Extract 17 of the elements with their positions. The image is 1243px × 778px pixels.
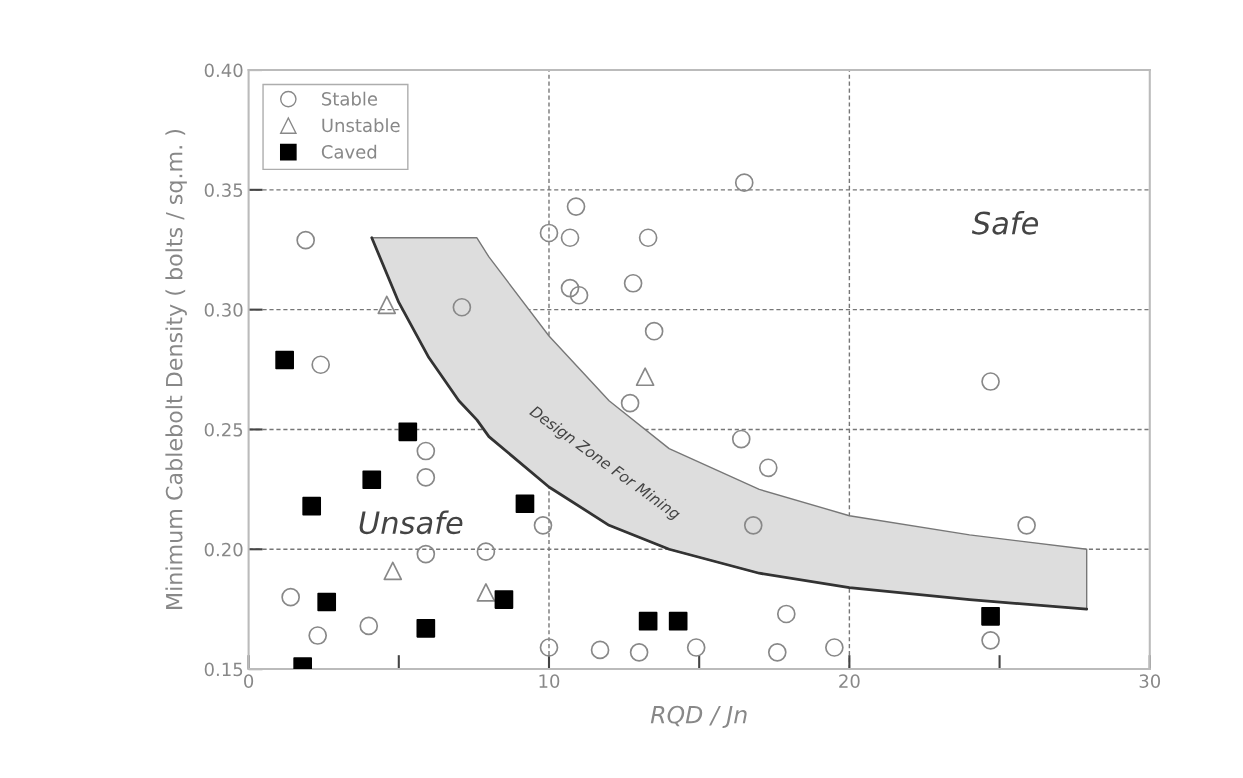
legend-label: Unstable <box>322 118 400 133</box>
legend-label: Caved <box>321 144 377 159</box>
y-tick-label: 0.25 <box>204 422 243 437</box>
x-tick-label: 10 <box>539 674 560 688</box>
y-tick-label: 0.35 <box>204 183 243 197</box>
x-tick-label: 20 <box>839 674 860 688</box>
y-tick-label: 0.20 <box>204 542 243 557</box>
y-tick-label: 0.40 <box>204 63 243 78</box>
annotation: Unsafe <box>359 510 463 535</box>
x-axis-title: RQD / Jn <box>650 705 747 728</box>
x-tick-label: 30 <box>1139 674 1161 688</box>
y-tick-label: 0.15 <box>204 662 243 677</box>
y-axis-title: Minimum Cablebolt Density ( bolts / sq.m. ) <box>165 129 187 609</box>
annotation: Safe <box>971 210 1039 235</box>
y-tick-label: 0.30 <box>204 303 243 317</box>
legend-label: Stable <box>322 91 378 106</box>
x-tick-label: 0 <box>244 674 254 688</box>
